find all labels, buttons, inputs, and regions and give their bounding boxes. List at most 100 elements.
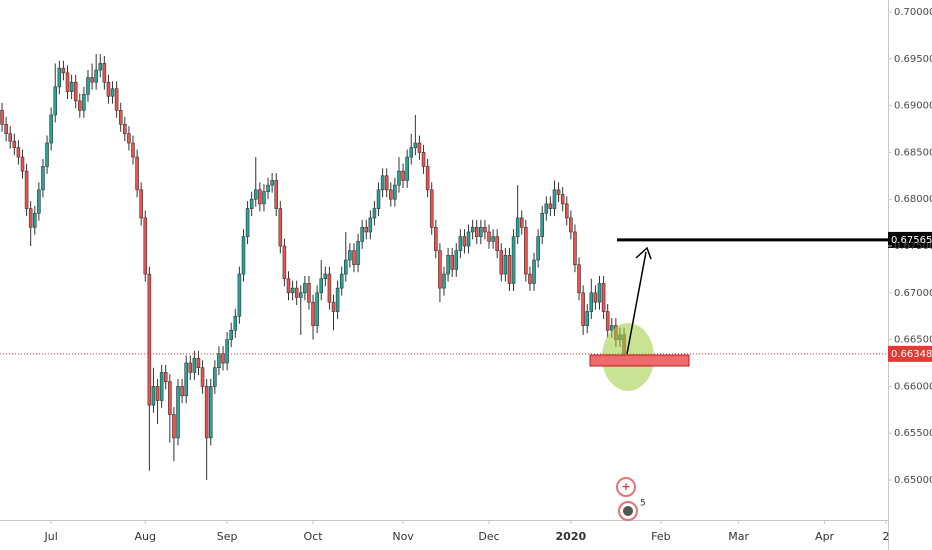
candle-body: [78, 100, 82, 111]
candle-body: [335, 287, 340, 312]
candle-body: [82, 94, 86, 111]
candle-body: [307, 283, 311, 303]
candle-body: [237, 273, 242, 317]
candle-body: [233, 315, 238, 331]
candle-body: [315, 292, 319, 326]
candle-body: [487, 231, 491, 242]
candle-body: [172, 414, 176, 439]
candle-body: [413, 142, 418, 149]
candle-body: [12, 140, 17, 149]
candle-body: [143, 217, 148, 275]
candle-body: [282, 245, 287, 280]
arrow-shaft: [626, 251, 647, 355]
candle-body: [544, 203, 549, 214]
event-icon[interactable]: [616, 477, 636, 497]
candle-body: [364, 226, 369, 233]
candle-body: [180, 386, 184, 397]
y-tick-label: 0.69000: [894, 101, 932, 112]
candle-body: [37, 189, 41, 214]
candle-body: [511, 236, 516, 284]
event-count: 5: [640, 499, 646, 509]
candle-body: [73, 81, 78, 102]
candle-body: [286, 278, 291, 294]
candle-body: [249, 198, 254, 209]
candle-body: [548, 203, 553, 209]
candle-body: [98, 63, 103, 71]
candle-body: [495, 236, 499, 251]
candle-body: [20, 156, 25, 172]
candle-body: [274, 180, 278, 209]
candle-body: [409, 147, 414, 158]
candle-body: [470, 226, 475, 233]
candle-body: [429, 189, 434, 228]
candle-body: [127, 133, 131, 144]
candle-body: [135, 156, 139, 191]
candle-body: [560, 194, 565, 205]
candle-body: [372, 208, 377, 219]
candle-body: [593, 292, 598, 303]
plot: [0, 54, 888, 481]
candle-body: [573, 231, 577, 266]
candle-body: [564, 203, 569, 219]
candle-body: [106, 81, 111, 97]
candle-body: [258, 189, 262, 205]
candle-body: [425, 166, 430, 191]
y-tick-label: 0.67500: [894, 241, 932, 252]
candle-body: [155, 386, 160, 401]
y-tick-label: 0.66500: [894, 335, 932, 346]
candle-body: [151, 386, 156, 406]
candle-body: [159, 372, 164, 401]
candle-body: [462, 236, 467, 247]
candle-body: [114, 88, 119, 111]
x-tick-label: Nov: [392, 530, 414, 543]
candle-body: [540, 212, 544, 237]
x-tick-label: 2020: [556, 530, 587, 543]
candle-body: [577, 264, 581, 294]
candle-body: [294, 287, 299, 298]
y-tick-label: 0.65000: [894, 475, 932, 486]
candle-body: [552, 189, 557, 209]
y-tick-label: 0.65500: [894, 428, 932, 439]
candle-body: [299, 292, 303, 298]
candle-body: [192, 358, 197, 373]
x-tick-label: Mar: [728, 530, 749, 543]
event-icon-glyph: [623, 506, 633, 516]
candle-body: [49, 114, 53, 144]
candle-body: [57, 67, 62, 88]
price-label-bg: [888, 231, 932, 248]
candle-body: [266, 184, 270, 193]
candle-body: [184, 362, 188, 397]
candle-body: [368, 217, 373, 233]
price-label: 0.67565: [891, 235, 932, 246]
candle-body: [139, 189, 143, 219]
candle-body: [339, 273, 344, 289]
candle-body: [536, 236, 540, 261]
y-tick-label: 0.70000: [894, 7, 932, 18]
candle-body: [581, 292, 585, 326]
candle-body: [53, 86, 58, 116]
candle-body: [528, 273, 532, 284]
candle-body: [360, 226, 364, 242]
price-label-bg: [888, 345, 932, 362]
candle-body: [163, 372, 168, 383]
candle-body: [188, 362, 193, 373]
candle-body: [356, 241, 360, 266]
candle-body: [69, 81, 74, 92]
overlay: 0.67565 0.66348: [617, 231, 932, 362]
candle-body: [94, 69, 98, 83]
candle-body: [45, 142, 49, 167]
x-tick-label: Jul: [44, 530, 58, 543]
candle-body: [491, 236, 495, 242]
candle-body: [168, 381, 172, 415]
event-icon-glyph: +: [621, 480, 630, 493]
candle-body: [397, 170, 401, 186]
candle-body: [24, 170, 29, 209]
candle-body: [434, 226, 438, 251]
candle-body: [327, 273, 332, 303]
candle-body: [200, 367, 205, 387]
y-tick-label: 0.68500: [894, 147, 932, 158]
candle-body: [253, 189, 258, 200]
x-tick-label: Feb: [651, 530, 670, 543]
candle-body: [204, 386, 209, 439]
candle-body: [147, 273, 152, 406]
